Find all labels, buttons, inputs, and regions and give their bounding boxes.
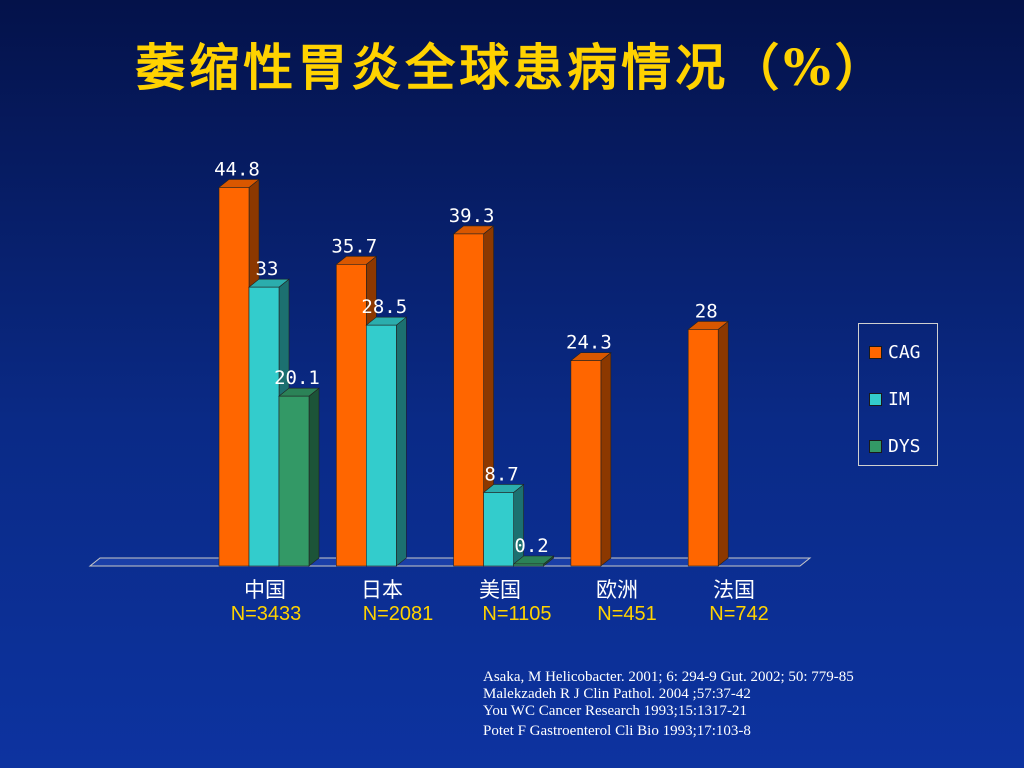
cag-bar-4-side [717,320,729,567]
cag-bar-3 [570,360,602,567]
reference-4: Potet F Gastroenterol Cli Bio 1993;17:10… [483,723,751,739]
im-bar-1-side [395,316,407,567]
im-bar-1 [365,324,397,567]
sample-size-usa: N=1105 [482,603,552,625]
cag-bar-4-label: 28 [695,300,718,322]
category-label-china: 中国 [244,578,286,602]
legend-swatch-im [869,393,882,406]
dys-bar-2-label: 0.2 [514,535,548,557]
legend-label-dys: DYS [888,436,921,457]
category-label-france: 法国 [713,578,755,602]
legend-label-im: IM [888,389,910,410]
legend-item-dys: DYS [869,436,921,457]
legend-label-cag: CAG [888,342,921,363]
im-bar-2-label: 8.7 [484,463,518,485]
im-bar-0 [248,286,280,567]
legend-swatch-dys [869,440,882,453]
cag-bar-2-label: 39.3 [449,205,495,227]
reference-2: Malekzadeh R J Clin Pathol. 2004 ;57:37-… [483,686,751,702]
cag-bar-0-label: 44.8 [214,158,260,180]
legend-item-cag: CAG [869,342,921,363]
im-bar-1-label: 28.5 [361,296,407,318]
dys-bar-2 [513,563,544,567]
cag-bar-3-label: 24.3 [566,332,612,354]
sample-size-france: N=742 [709,603,769,625]
reference-1: Asaka, M Helicobacter. 2001; 6: 294-9 Gu… [483,669,854,685]
cag-bar-4 [687,329,719,567]
category-label-europe: 欧洲 [596,578,638,602]
references: Asaka, M Helicobacter. 2001; 6: 294-9 Gu… [483,669,854,740]
cag-bar-3-side [600,352,612,567]
page-title: 萎缩性胃炎全球患病情况（%） [135,38,889,97]
cag-bar-1-label: 35.7 [331,235,377,257]
sample-size-europe: N=451 [597,603,657,625]
cag-bar-0 [218,187,250,567]
legend-item-im: IM [869,389,910,410]
sample-size-china: N=3433 [230,603,302,625]
legend-swatch-cag [869,346,882,359]
category-label-usa: 美国 [479,578,521,602]
dys-bar-0-label: 20.1 [274,367,320,389]
reference-3: You WC Cancer Research 1993;15:1317-21 [483,703,747,719]
sample-size-japan: N=2081 [362,603,434,625]
im-bar-2 [483,492,514,567]
dys-bar-0 [278,395,310,567]
cag-bar-2 [453,233,484,567]
category-label-japan: 日本 [361,578,403,602]
im-bar-0-label: 33 [256,258,279,280]
legend: CAG IM DYS [858,323,938,466]
dys-bar-0-side [308,387,320,567]
